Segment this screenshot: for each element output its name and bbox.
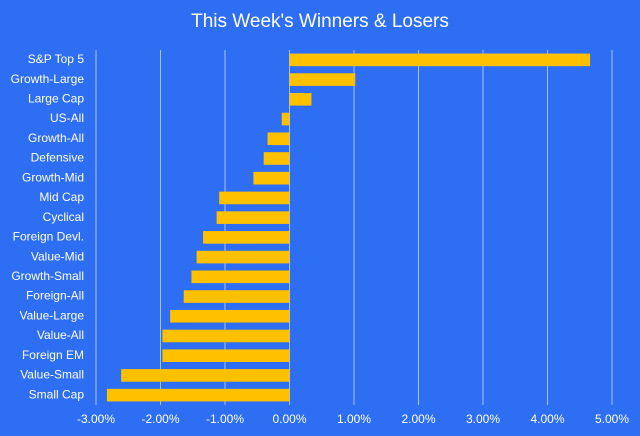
bar bbox=[121, 369, 290, 382]
y-tick-label: Growth-All bbox=[28, 131, 84, 145]
y-tick-label: Growth-Mid bbox=[22, 170, 84, 184]
bar bbox=[170, 309, 290, 323]
bar bbox=[263, 152, 290, 165]
bar bbox=[162, 349, 290, 363]
chart-title: This Week's Winners & Losers bbox=[191, 11, 449, 32]
x-tick-label: -1.00% bbox=[206, 412, 244, 426]
bar bbox=[196, 250, 290, 264]
x-tick-label: 0.00% bbox=[272, 412, 306, 426]
x-tick-label: -3.00% bbox=[77, 412, 115, 426]
y-tick-label: Value-Small bbox=[20, 368, 84, 382]
x-tick-label: 3.00% bbox=[466, 412, 500, 426]
bar bbox=[162, 329, 290, 343]
bar bbox=[289, 53, 591, 67]
y-tick-label: Value-All bbox=[37, 328, 84, 342]
y-tick-label: Growth-Large bbox=[11, 72, 85, 86]
x-tick-label: -2.00% bbox=[141, 412, 179, 426]
y-tick-label: Small Cap bbox=[29, 387, 85, 401]
bar bbox=[216, 211, 290, 224]
bar bbox=[289, 73, 356, 86]
y-tick-label: Large Cap bbox=[28, 91, 84, 105]
y-tick-label: Value-Large bbox=[20, 308, 85, 322]
bar bbox=[203, 231, 290, 244]
y-tick-label: S&P Top 5 bbox=[28, 52, 85, 66]
x-tick-label: 2.00% bbox=[401, 412, 435, 426]
y-tick-label: Foreign EM bbox=[22, 348, 84, 362]
bar bbox=[219, 191, 290, 205]
y-tick-label: Value-Mid bbox=[31, 249, 84, 263]
bar bbox=[281, 112, 290, 126]
y-tick-label: Defensive bbox=[31, 151, 85, 165]
bar bbox=[253, 171, 290, 185]
y-tick-label: US-All bbox=[50, 111, 84, 125]
x-tick-label: 5.00% bbox=[595, 412, 629, 426]
y-tick-label: Cyclical bbox=[43, 210, 84, 224]
y-tick-label: Foreign Devl. bbox=[13, 230, 84, 244]
x-tick-label: 1.00% bbox=[337, 412, 371, 426]
bar bbox=[267, 132, 290, 146]
y-tick-label: Mid Cap bbox=[39, 190, 84, 204]
y-tick-label: Foreign-All bbox=[26, 289, 84, 303]
bar bbox=[183, 290, 290, 303]
bar bbox=[289, 92, 312, 106]
bar bbox=[191, 270, 290, 284]
y-tick-label: Growth-Small bbox=[11, 269, 84, 283]
bar bbox=[106, 388, 290, 402]
x-tick-label: 4.00% bbox=[530, 412, 564, 426]
